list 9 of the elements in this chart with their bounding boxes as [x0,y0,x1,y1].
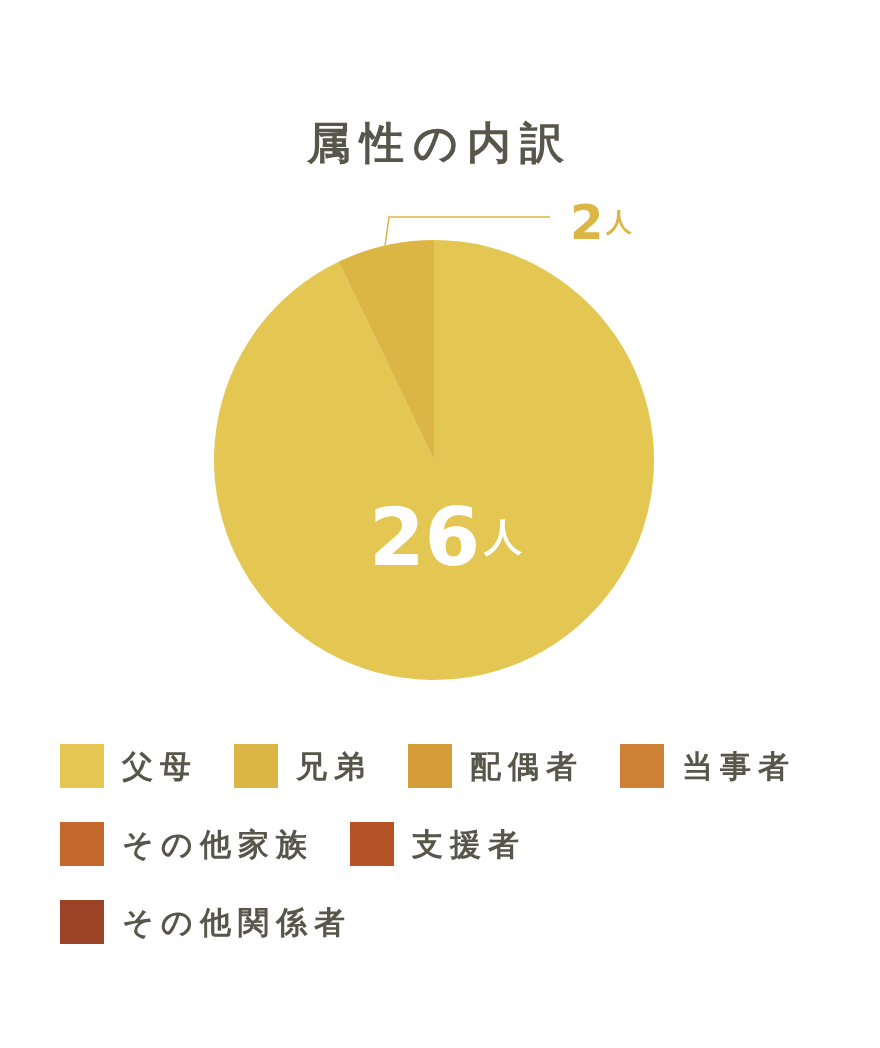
legend-label: 父母 [122,747,198,786]
legend-label: 配偶者 [470,747,584,786]
legend-label: その他関係者 [122,903,352,942]
chart-title: 属性の内訳 [306,116,574,170]
legend-label: その他家族 [122,825,314,864]
pie-slice [214,240,654,680]
legend-label: 支援者 [412,825,526,864]
legend-label: 当事者 [682,747,796,786]
legend-label: 兄弟 [296,747,372,786]
